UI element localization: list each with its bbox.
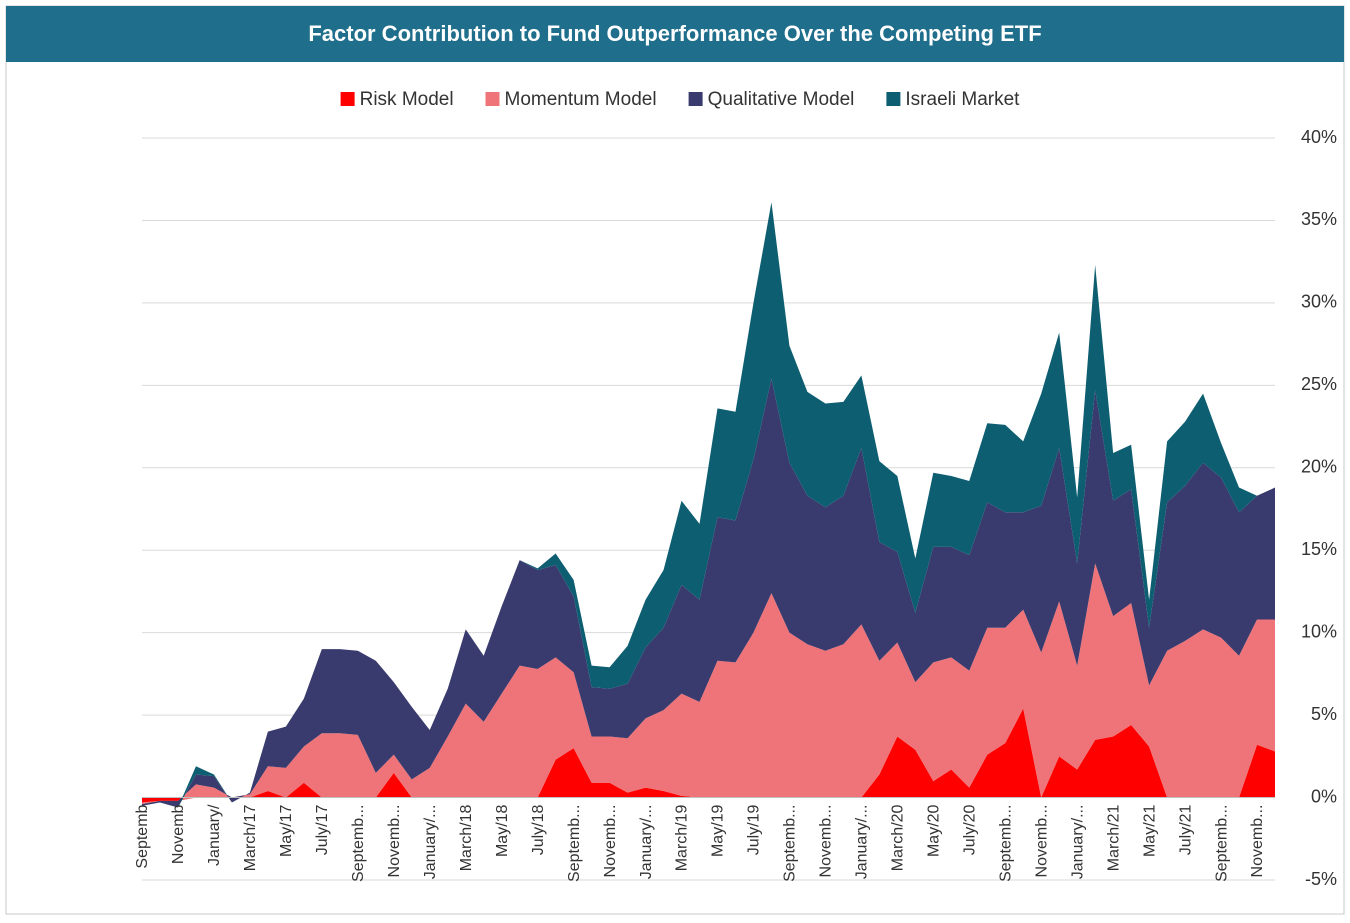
x-tick-label: Novemb... (386, 805, 403, 878)
x-tick-label: January/... (422, 805, 439, 880)
x-tick-label: Novemb (170, 804, 187, 864)
x-tick-label: Septemb... (997, 805, 1014, 882)
chart-title: Factor Contribution to Fund Outperforman… (308, 21, 1041, 46)
y-tick-label: 20% (1301, 457, 1337, 477)
x-tick-label: May/17 (278, 804, 295, 857)
legend-item: Momentum Model (485, 89, 657, 110)
legend-label: Risk Model (360, 89, 454, 110)
title-bar (6, 6, 1344, 62)
x-tick-label: July/20 (961, 804, 978, 855)
legend-item: Risk Model (340, 89, 454, 110)
x-tick-label: March/19 (674, 804, 691, 871)
x-tick-label: January/... (638, 805, 655, 880)
area (142, 202, 1275, 808)
x-tick-label: Septemb... (782, 805, 799, 882)
legend-swatch (340, 92, 355, 106)
x-tick-label: July/18 (530, 804, 547, 855)
legend-label: Momentum Model (505, 89, 657, 110)
x-tick-label: July/21 (1177, 804, 1194, 855)
legend-label: Israeli Market (905, 89, 1020, 110)
x-tick-label: Septemb... (566, 805, 583, 882)
area (142, 378, 1275, 808)
x-tick-label: March/21 (1105, 804, 1122, 871)
y-tick-label: 25% (1301, 374, 1337, 394)
area (142, 708, 1275, 803)
x-tick-label: Novemb... (602, 805, 619, 878)
y-tick-label: 5% (1311, 704, 1337, 724)
x-tick-label: January/ (206, 804, 223, 866)
x-tick-label: May/21 (1141, 804, 1158, 857)
x-tick-label: July/17 (314, 804, 331, 855)
y-tick-label: 35% (1301, 209, 1337, 229)
y-tick-label: 0% (1311, 786, 1337, 806)
legend-swatch (886, 92, 901, 106)
x-tick-label: May/19 (710, 804, 727, 857)
x-tick-label: May/18 (494, 804, 511, 857)
x-tick-label: Septemb... (350, 805, 367, 882)
x-tick-label: July/19 (746, 804, 763, 855)
y-tick-label: 40% (1301, 127, 1337, 147)
y-tick-label: -5% (1305, 869, 1337, 889)
y-tick-label: 15% (1301, 539, 1337, 559)
y-tick-label: 10% (1301, 621, 1337, 641)
legend-item: Israeli Market (886, 89, 1020, 110)
legend-swatch (485, 92, 500, 106)
x-tick-label: Novemb... (1033, 805, 1050, 878)
x-tick-label: January/... (854, 805, 871, 880)
legend-item: Qualitative Model (688, 89, 855, 110)
x-tick-label: May/20 (926, 804, 943, 857)
x-tick-label: Novemb... (1249, 805, 1266, 878)
area (142, 563, 1275, 805)
y-tick-label: 30% (1301, 292, 1337, 312)
legend-label: Qualitative Model (708, 89, 855, 110)
x-tick-label: March/17 (242, 804, 259, 871)
legend-swatch (688, 92, 703, 106)
x-tick-label: January/... (1069, 805, 1086, 880)
x-tick-label: March/18 (458, 804, 475, 871)
x-tick-label: Septemb (134, 804, 151, 868)
x-tick-label: Septemb... (1213, 805, 1230, 882)
x-tick-label: March/20 (890, 804, 907, 871)
x-tick-label: Novemb... (818, 805, 835, 878)
